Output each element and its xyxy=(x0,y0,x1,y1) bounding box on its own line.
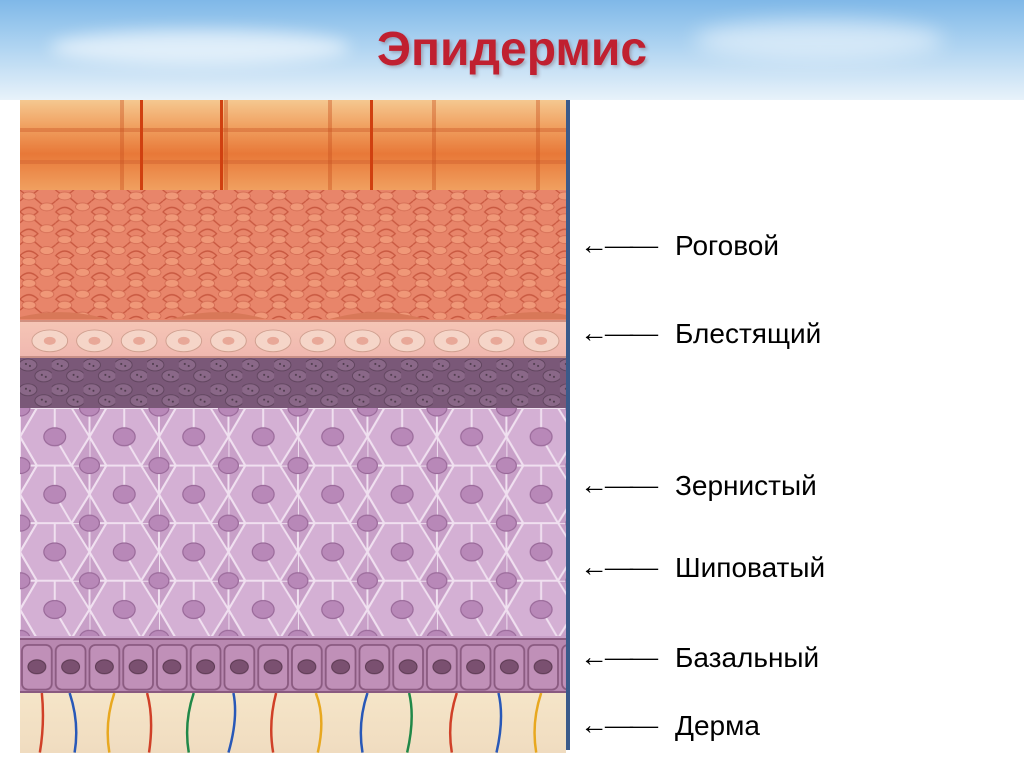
label-corneum: Роговой xyxy=(675,230,779,262)
arrow-icon: ←—— xyxy=(580,318,655,350)
label-row-lucidum: ←—— Блестящий xyxy=(580,318,821,350)
diagram-title: Эпидермис xyxy=(0,22,1024,77)
label-spinosum: Шиповатый xyxy=(675,552,825,584)
layer-top-fibrous xyxy=(20,100,566,190)
layer-stratum-corneum xyxy=(20,190,566,320)
layer-labels: ←—— Роговой ←—— Блестящий ←—— Зернистый … xyxy=(580,100,1010,750)
arrow-icon: ←—— xyxy=(580,710,655,742)
layer-dermis xyxy=(20,693,566,753)
layer-stratum-lucidum xyxy=(20,320,566,358)
label-row-granulosum: ←—— Зернистый xyxy=(580,470,817,502)
label-row-corneum: ←—— Роговой xyxy=(580,230,779,262)
label-row-basale: ←—— Базальный xyxy=(580,642,819,674)
layer-stratum-basale xyxy=(20,638,566,693)
arrow-icon: ←—— xyxy=(580,642,655,674)
arrow-icon: ←—— xyxy=(580,230,655,262)
label-lucidum: Блестящий xyxy=(675,318,821,350)
arrow-icon: ←—— xyxy=(580,470,655,502)
layer-stratum-spinosum xyxy=(20,408,566,638)
label-row-dermis: ←—— Дерма xyxy=(580,710,760,742)
label-row-spinosum: ←—— Шиповатый xyxy=(580,552,825,584)
layer-stratum-granulosum-upper xyxy=(20,358,566,408)
label-granulosum: Зернистый xyxy=(675,470,817,502)
arrow-icon: ←—— xyxy=(580,552,655,584)
skin-layers-diagram xyxy=(20,100,570,750)
label-dermis: Дерма xyxy=(675,710,760,742)
label-basale: Базальный xyxy=(675,642,819,674)
